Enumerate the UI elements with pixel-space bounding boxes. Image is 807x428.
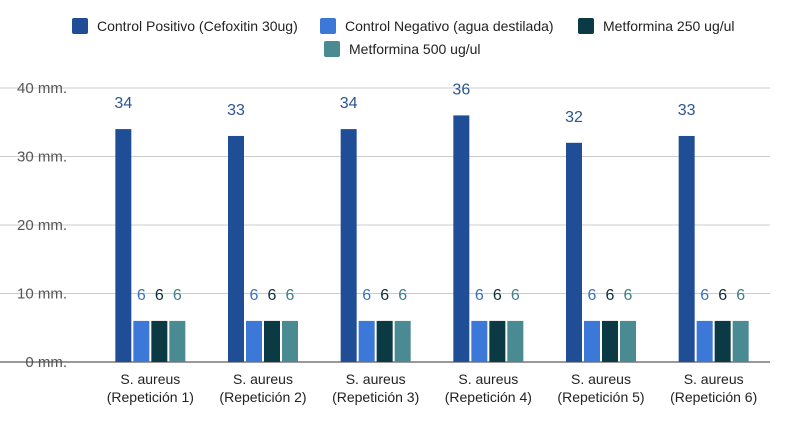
legend-swatch-metformina-250 (578, 18, 594, 34)
bar (264, 320, 280, 362)
data-label: 6 (137, 287, 146, 304)
x-tick-label: (Repetición 2) (219, 389, 306, 405)
x-tick-label: (Repetición 6) (670, 389, 757, 405)
bar (115, 129, 132, 362)
x-tick-label: S. aureus (684, 371, 744, 387)
y-tick-label: 0 mm. (25, 354, 67, 371)
data-label: 6 (511, 287, 520, 304)
bar (282, 320, 298, 362)
bar (471, 320, 488, 362)
bar (507, 320, 524, 362)
legend-label-control-negativo: Control Negativo (agua destilada) (345, 18, 554, 34)
x-tick-label: (Repetición 1) (107, 389, 194, 405)
legend-item-control-positivo: Control Positivo (Cefoxitin 30ug) (72, 17, 298, 35)
bar (151, 320, 168, 362)
legend-label-metformina-500: Metformina 500 ug/ul (349, 41, 481, 57)
data-label: 6 (173, 287, 182, 304)
bar (566, 142, 582, 362)
y-tick-label: 40 mm. (17, 80, 67, 97)
data-label: 6 (286, 287, 295, 304)
legend-swatch-control-positivo (72, 18, 88, 34)
data-label: 36 (452, 81, 470, 98)
legend-label-metformina-250: Metformina 250 ug/ul (603, 18, 735, 34)
legend-item-control-negativo: Control Negativo (agua destilada) (320, 17, 554, 35)
x-tick-label: S. aureus (233, 371, 293, 387)
data-label: 6 (700, 287, 709, 304)
x-tick-label: (Repetición 3) (332, 389, 419, 405)
data-label: 33 (227, 102, 245, 119)
x-tick-label: S. aureus (458, 371, 518, 387)
x-tick-label: S. aureus (120, 371, 180, 387)
legend-item-metformina-250: Metformina 250 ug/ul (578, 17, 735, 35)
data-label: 6 (624, 287, 633, 304)
bar (489, 320, 506, 362)
bar (696, 320, 713, 362)
bar (584, 320, 600, 362)
bar (620, 320, 636, 362)
data-label: 33 (678, 102, 696, 119)
data-label: 6 (606, 287, 615, 304)
data-label: 34 (114, 95, 132, 112)
bar (133, 320, 150, 362)
bar (358, 320, 375, 362)
bar (228, 135, 244, 362)
bar (678, 135, 695, 362)
x-tick-label: (Repetición 5) (557, 389, 644, 405)
bar (169, 320, 186, 362)
x-tick-label: S. aureus (346, 371, 406, 387)
x-tick-label: (Repetición 4) (445, 389, 532, 405)
bar (732, 320, 749, 362)
data-label: 6 (588, 287, 597, 304)
y-tick-label: 30 mm. (17, 149, 67, 166)
bar (714, 320, 731, 362)
data-label: 34 (340, 95, 358, 112)
data-label: 6 (475, 287, 484, 304)
data-label: 6 (736, 287, 745, 304)
bar (453, 115, 470, 363)
bar (340, 129, 357, 362)
legend-swatch-metformina-500 (324, 41, 340, 57)
legend-swatch-control-negativo (320, 18, 336, 34)
data-label: 6 (380, 287, 389, 304)
data-label: 6 (268, 287, 277, 304)
data-label: 6 (155, 287, 164, 304)
data-label: 6 (493, 287, 502, 304)
legend-label-control-positivo: Control Positivo (Cefoxitin 30ug) (97, 18, 298, 34)
legend-item-metformina-500: Metformina 500 ug/ul (324, 40, 481, 58)
data-label: 6 (398, 287, 407, 304)
data-label: 32 (565, 109, 583, 126)
data-label: 6 (718, 287, 727, 304)
bar (246, 320, 262, 362)
bar (376, 320, 393, 362)
bar (394, 320, 411, 362)
x-tick-label: S. aureus (571, 371, 631, 387)
data-label: 6 (250, 287, 259, 304)
bar (602, 320, 618, 362)
y-tick-label: 20 mm. (17, 217, 67, 234)
y-tick-label: 10 mm. (17, 286, 67, 303)
data-label: 6 (362, 287, 371, 304)
